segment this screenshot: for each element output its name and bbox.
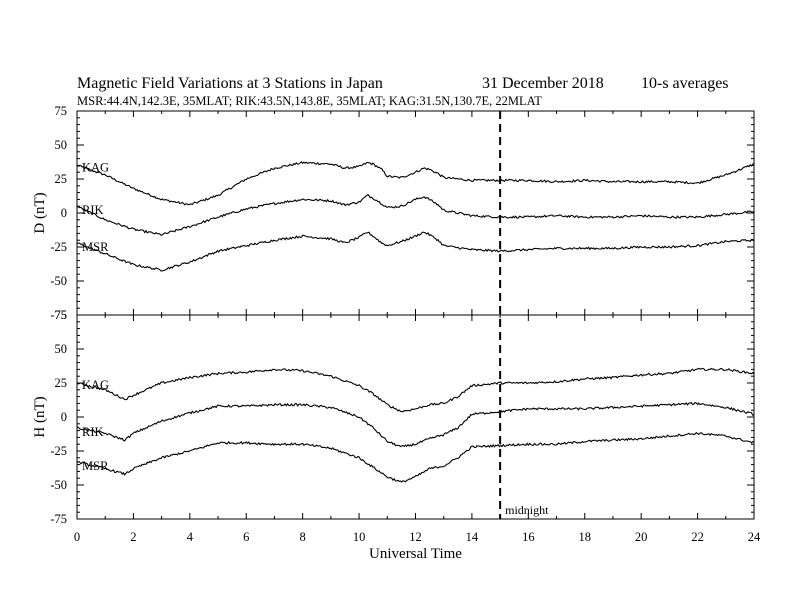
x-tick-label: 20 xyxy=(635,530,648,544)
series-msr-d xyxy=(76,231,755,272)
x-tick-label: 8 xyxy=(300,530,306,544)
x-tick-label: 16 xyxy=(522,530,535,544)
station-info: MSR:44.4N,142.3E, 35MLAT; RIK:43.5N,143.… xyxy=(77,94,542,108)
y-tick-label: -25 xyxy=(50,240,67,254)
y-tick-label: 25 xyxy=(55,172,68,186)
y-tick-label: 75 xyxy=(55,104,68,118)
y-tick-label: -75 xyxy=(50,308,67,322)
panel-d-ylabel: D (nT) xyxy=(32,192,48,233)
y-tick-label: 50 xyxy=(55,138,68,152)
x-tick-label: 6 xyxy=(243,530,249,544)
series-rik-d xyxy=(76,193,755,236)
y-tick-label: 25 xyxy=(55,376,68,390)
series-label-kag: KAG xyxy=(82,160,109,174)
panel-h-frame xyxy=(76,314,755,520)
series-label-msr: MSR xyxy=(82,240,109,254)
x-tick-label: 2 xyxy=(130,530,136,544)
midnight-label: midnight xyxy=(505,503,549,517)
x-tick-label: 24 xyxy=(748,530,761,544)
x-tick-label: 12 xyxy=(409,530,422,544)
chart-date: 31 December 2018 xyxy=(482,75,604,92)
y-tick-label: 50 xyxy=(55,342,68,356)
series-label-kag: KAG xyxy=(82,378,109,392)
series-rik-h xyxy=(76,401,755,448)
x-tick-label: 4 xyxy=(187,530,194,544)
series-label-rik: RIK xyxy=(82,425,104,439)
x-tick-label: 18 xyxy=(579,530,592,544)
panel-d: 75 50 25 0 -25 -50 -75 D (nT) KAG RIK MSR xyxy=(32,104,755,322)
x-tick-label: 0 xyxy=(74,530,80,544)
x-tick-label: 10 xyxy=(353,530,366,544)
chart-title: Magnetic Field Variations at 3 Stations … xyxy=(77,75,383,92)
y-tick-label: -50 xyxy=(50,274,67,288)
y-tick-label: 0 xyxy=(61,206,67,220)
series-msr-h xyxy=(76,432,755,483)
y-tick-label: 75 xyxy=(55,308,68,322)
series-kag-d xyxy=(76,161,755,206)
y-tick-label: -50 xyxy=(50,478,67,492)
panel-h-ylabel: H (nT) xyxy=(32,396,48,437)
chart-averaging: 10-s averages xyxy=(641,75,729,92)
y-tick-label: 0 xyxy=(61,410,67,424)
panel-d-frame xyxy=(76,110,755,316)
y-tick-label: -25 xyxy=(50,444,67,458)
x-axis-label: Universal Time xyxy=(369,546,462,562)
series-kag-h xyxy=(76,367,755,413)
panel-h: 75 50 25 0 -25 -50 -75 H (nT) KAG RIK MSR xyxy=(32,308,755,526)
series-label-msr: MSR xyxy=(82,459,109,473)
x-tick-label: 22 xyxy=(691,530,704,544)
y-tick-label: -75 xyxy=(50,512,67,526)
series-label-rik: RIK xyxy=(82,203,104,217)
x-tick-label: 14 xyxy=(466,530,479,544)
